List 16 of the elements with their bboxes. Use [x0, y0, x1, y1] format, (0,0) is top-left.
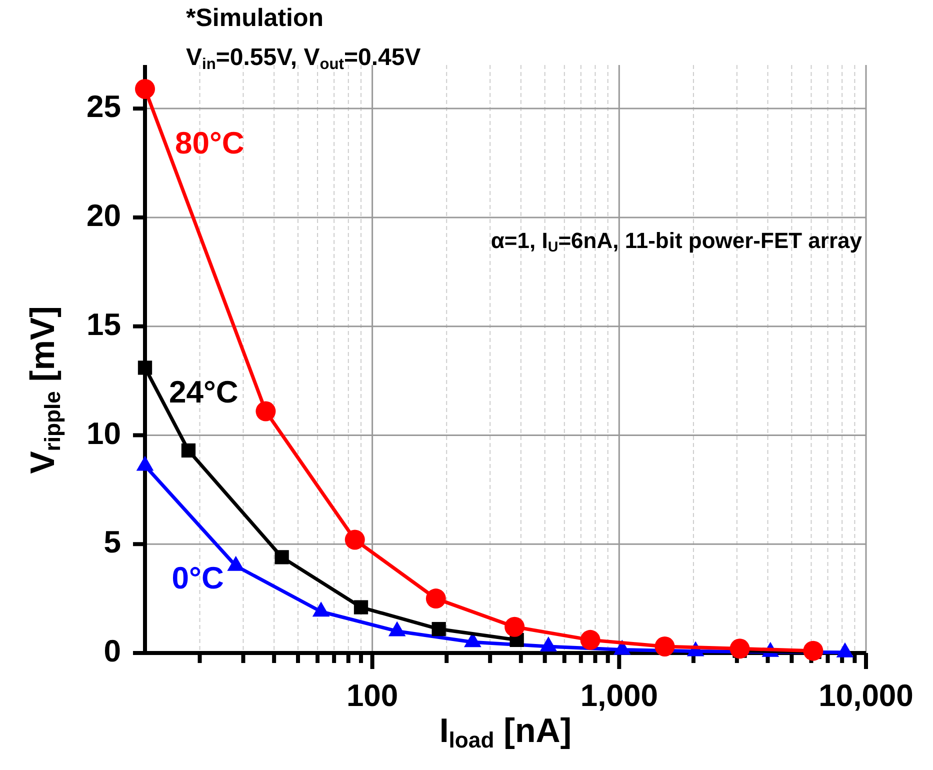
chart-subtitle: V$_{in}$=0.55V, V$_{out}$=0.45V [186, 44, 421, 74]
x-tick-label: 10,000 [818, 678, 914, 714]
series-label: 24°C [169, 374, 238, 410]
chart-title: *Simulation [186, 4, 324, 33]
x-tick-label: 1,000 [580, 678, 658, 714]
x-tick-label: 100 [346, 678, 398, 714]
y-tick-label: 20 [86, 198, 121, 233]
x-axis-title: I$_{load}$ [nA] [438, 712, 573, 754]
series-label: 80°C [175, 126, 244, 160]
y-tick-label: 10 [86, 416, 121, 451]
annotation: α=1, I$_{U}$=6nA, 11-bit power-FET array [490, 228, 862, 256]
series-label: 0°C [172, 560, 224, 596]
y-tick-label: 25 [86, 89, 121, 124]
y-tick-label: 5 [104, 524, 121, 560]
y-tick-label: 0 [104, 634, 121, 669]
y-tick-label: 15 [86, 306, 121, 342]
